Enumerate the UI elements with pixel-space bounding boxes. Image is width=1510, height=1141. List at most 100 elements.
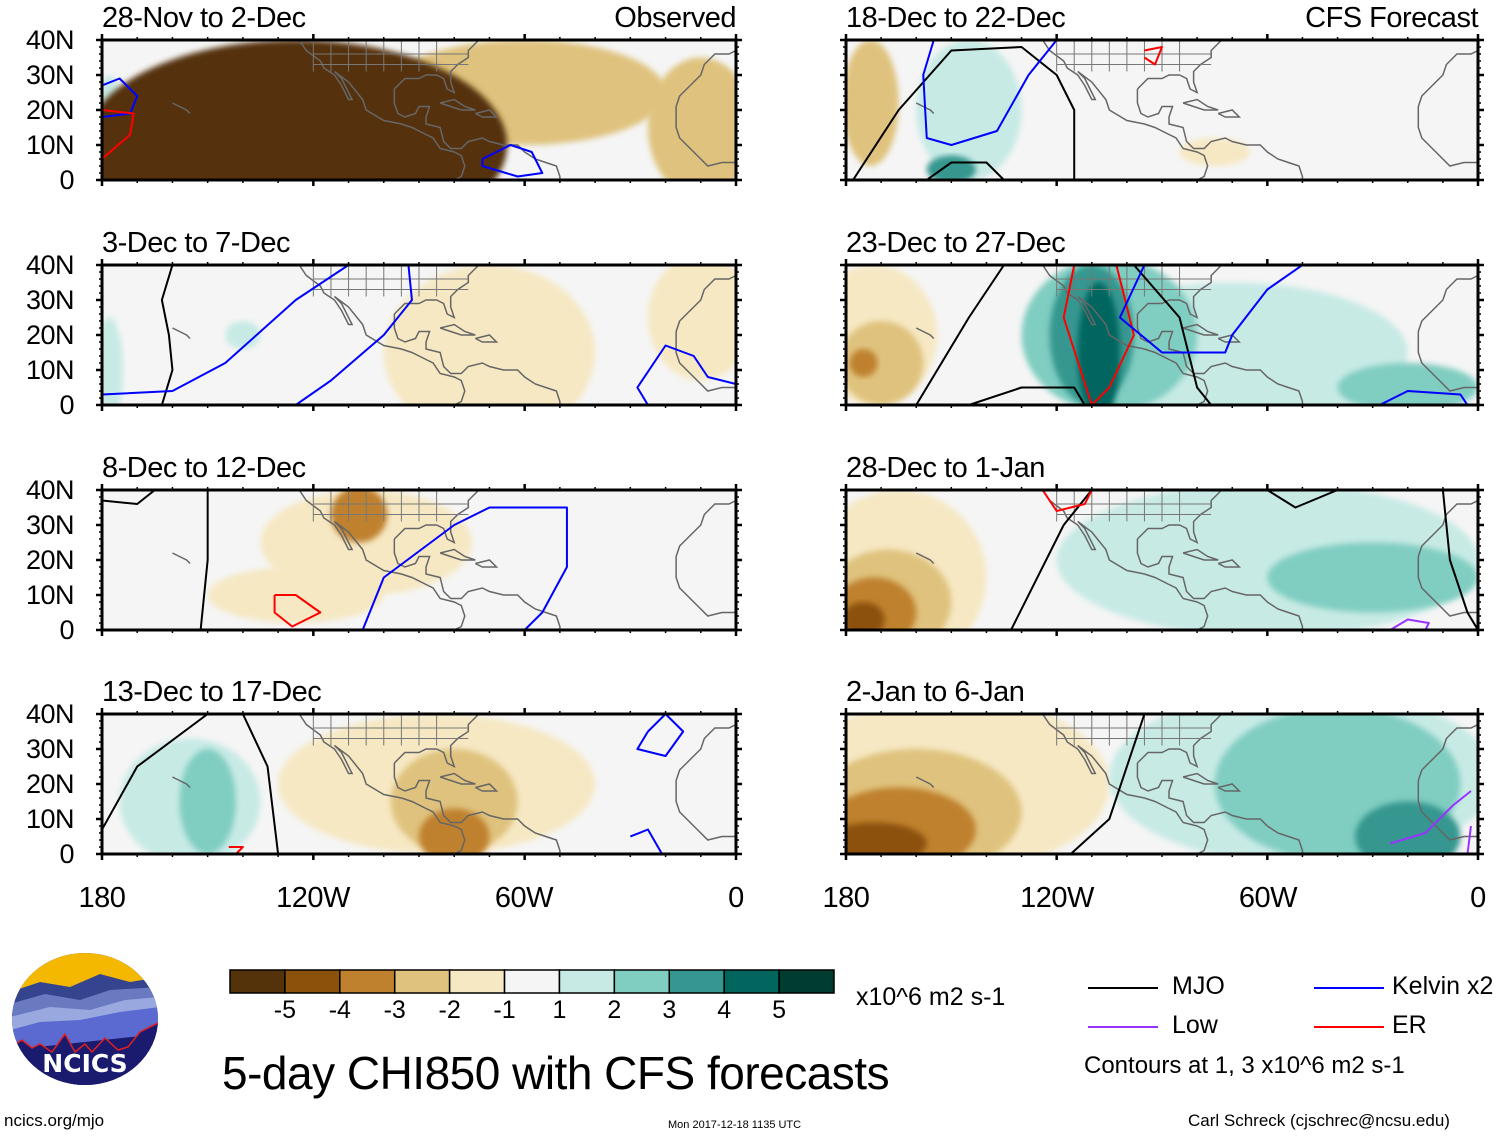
coastline: [675, 723, 736, 781]
anomaly-region: [647, 57, 736, 180]
contour-mjo: [102, 490, 156, 505]
y-tick-label: 0: [59, 839, 74, 869]
coastline: [675, 556, 736, 617]
anomaly-region: [846, 40, 899, 166]
colorbar-swatches: [229, 969, 835, 994]
coastline: [439, 323, 476, 336]
x-tick-label: 180: [822, 882, 870, 914]
y-tick-label: 40N: [25, 475, 75, 505]
panel-title: 8-Dec to 12-Dec: [102, 452, 306, 484]
coastline: [393, 763, 561, 854]
contour-er: [102, 109, 135, 160]
colorbar-tick-label: -3: [383, 996, 406, 1024]
map-plot: [840, 259, 1484, 411]
coastline: [915, 327, 935, 340]
colorbar-tick-label: 3: [662, 996, 677, 1024]
contour-kelvin-x2: [922, 40, 1058, 146]
coastline: [675, 780, 736, 841]
coastline: [1217, 109, 1242, 118]
contour-mjo: [915, 265, 1005, 405]
colorbar-swatch: [613, 969, 671, 994]
coastline: [1041, 40, 1209, 180]
y-tick-label: 0: [59, 615, 74, 645]
anomaly-region: [102, 40, 507, 180]
coastline: [1417, 331, 1478, 392]
colorbar-tick-label: -2: [438, 996, 461, 1024]
coastline: [475, 334, 499, 343]
contour-mjo: [1070, 714, 1146, 854]
colorbar-units: x10^6 m2 s-1: [856, 983, 1006, 1011]
contour-mjo: [1441, 490, 1478, 630]
colorbar-swatch: [448, 969, 506, 994]
contour-kelvin-x2: [295, 265, 413, 405]
colorbar-swatch: [778, 969, 835, 994]
x-tick-label: 60W: [494, 882, 554, 914]
legend-swatch-mjo: [1088, 987, 1158, 989]
coastline: [393, 714, 480, 768]
coastline: [475, 109, 499, 118]
contour-mjo: [968, 386, 1086, 405]
contour-er: [1062, 265, 1135, 405]
y-tick-label: 0: [59, 390, 74, 420]
coastline: [1041, 490, 1209, 630]
colorbar-swatch: [229, 969, 286, 994]
coastline: [439, 98, 476, 111]
coastline: [172, 552, 191, 565]
contour-kelvin-x2: [1379, 390, 1469, 405]
coastline: [393, 314, 561, 405]
colorbar-swatch: [503, 969, 561, 994]
colorbar-tick-label: -5: [273, 996, 297, 1024]
y-tick-label: 20N: [25, 769, 75, 799]
coastline: [675, 49, 736, 107]
contour-kelvin-x2: [481, 144, 544, 178]
y-tick-label: 30N: [25, 734, 75, 764]
anomaly-region: [916, 40, 1022, 180]
contour-kelvin-x2: [636, 714, 685, 757]
coastline: [439, 548, 476, 561]
contour-mjo: [852, 46, 1076, 180]
contour-er: [228, 846, 244, 854]
panel-title: 28-Dec to 1-Jan: [846, 452, 1045, 484]
coastline: [915, 552, 935, 565]
contour-er: [1041, 490, 1093, 512]
coastline: [1182, 548, 1219, 561]
contour-mjo: [1010, 490, 1093, 630]
coastline: [1417, 274, 1478, 332]
coastline: [1217, 334, 1242, 343]
coastline: [172, 102, 191, 115]
colorbar-swatch: [558, 969, 616, 994]
coastline: [1182, 323, 1219, 336]
contour-er: [273, 594, 322, 628]
anomaly-region: [1077, 282, 1120, 405]
legend-swatch-kelvin: [1314, 987, 1384, 989]
panel-title: 28-Nov to 2-Dec: [102, 2, 306, 34]
coastline: [1417, 723, 1478, 781]
colorbar-swatch: [668, 969, 725, 994]
anomaly-region: [383, 265, 596, 405]
coastline: [675, 274, 736, 332]
anomaly-region: [225, 321, 261, 349]
anomaly-region: [647, 265, 736, 381]
panel-title: 18-Dec to 22-Dec: [846, 2, 1066, 34]
ncics-logo-icon: NCICS: [12, 953, 158, 1085]
coastline: [393, 265, 480, 319]
contour-kelvin-x2: [361, 506, 568, 630]
coastline: [1136, 490, 1223, 544]
colorbar-tick-label: 5: [772, 996, 787, 1024]
panel-title: 13-Dec to 17-Dec: [102, 676, 322, 708]
timestamp: Mon 2017-12-18 1135 UTC: [668, 1119, 802, 1131]
coastline: [1182, 98, 1219, 111]
colorbar: [229, 969, 835, 995]
map-plot: [840, 708, 1484, 860]
coastline: [915, 776, 935, 789]
author-credit: Carl Schreck (cjschrec@ncsu.edu): [1188, 1111, 1450, 1130]
coastline: [1217, 783, 1242, 792]
contour-er: [1143, 46, 1163, 66]
anomaly-region: [1337, 363, 1478, 405]
y-tick-label: 20N: [25, 320, 75, 350]
site-link[interactable]: ncics.org/mjo: [4, 1111, 105, 1130]
coastline: [172, 776, 191, 789]
coastline: [1217, 559, 1242, 568]
colorbar-tick-label: -4: [328, 996, 351, 1024]
colorbar-swatch: [284, 969, 341, 994]
